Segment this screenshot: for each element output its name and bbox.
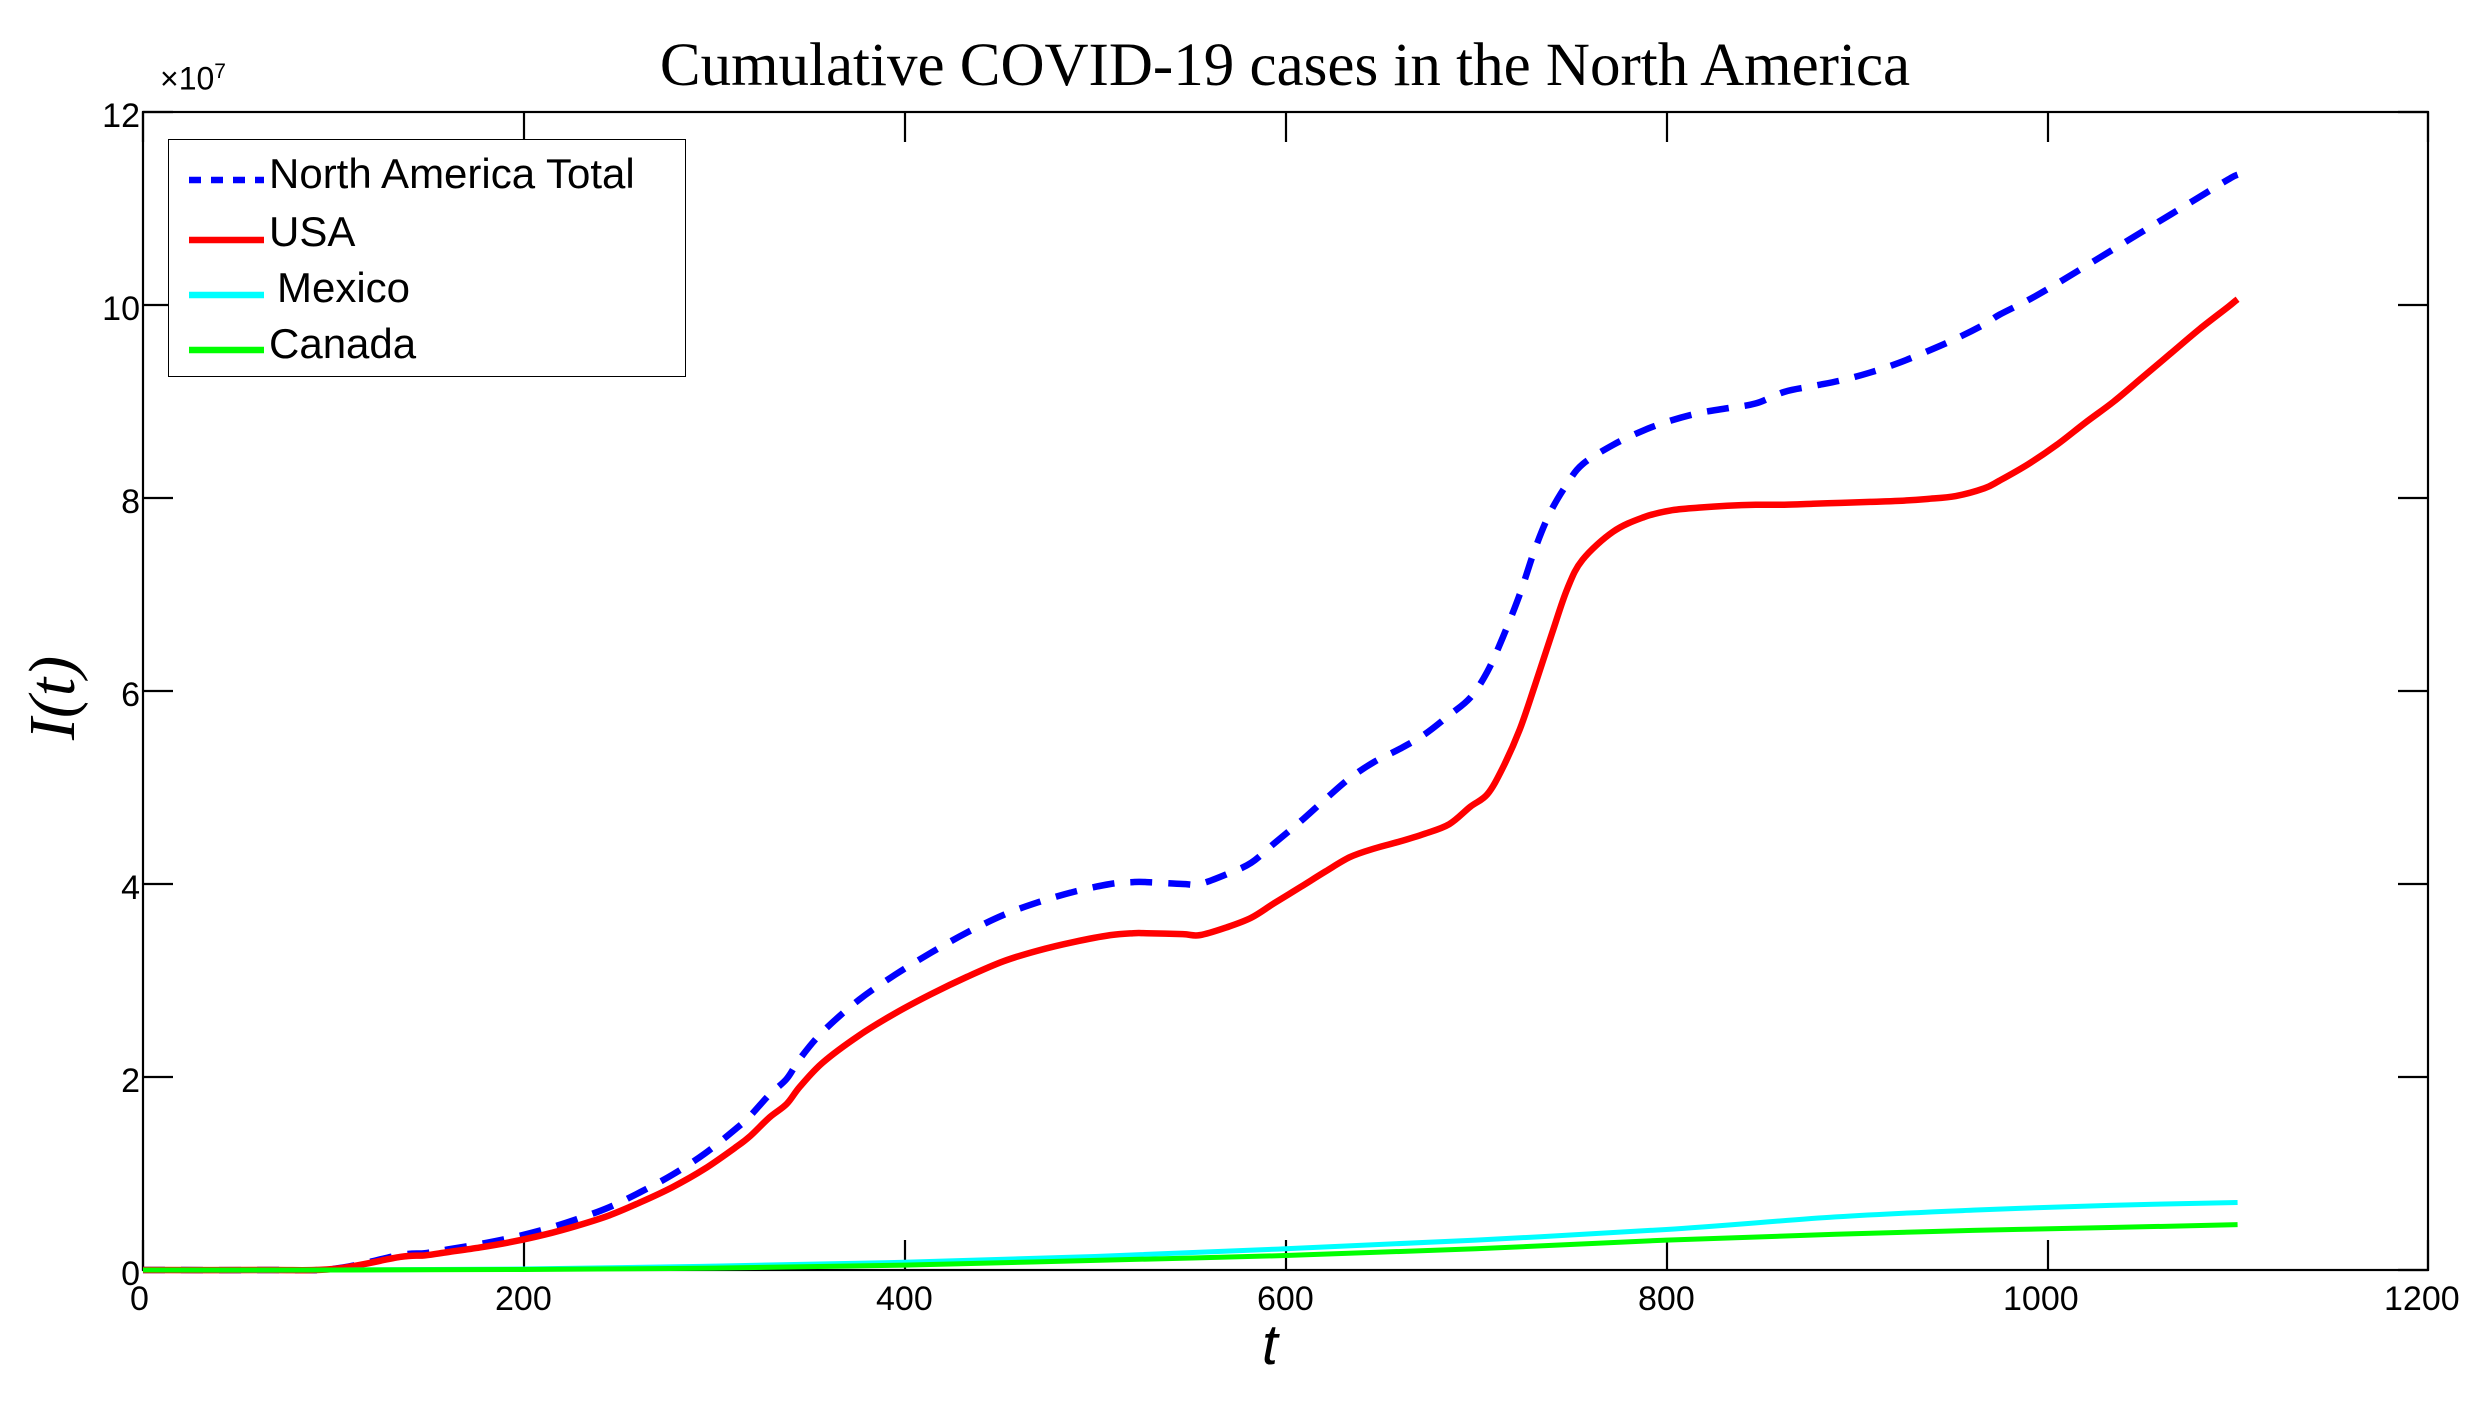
svg-text:Cumulative COVID-19 cases in t: Cumulative COVID-19 cases in the North A…	[660, 32, 1910, 99]
